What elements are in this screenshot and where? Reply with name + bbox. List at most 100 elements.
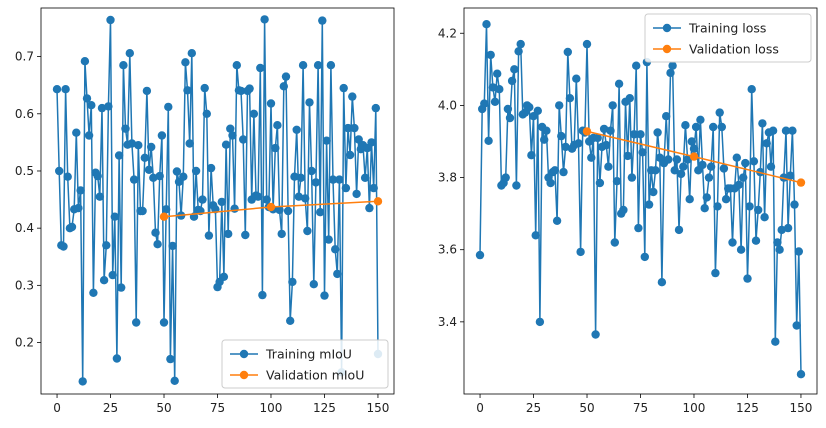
- training-miou-point: [108, 270, 117, 280]
- training-miou-point: [288, 277, 297, 287]
- training-loss-point: [768, 126, 778, 135]
- training-miou-point: [266, 99, 276, 108]
- y-tick-label: 3.6: [438, 243, 457, 257]
- training-miou-point: [102, 241, 111, 250]
- training-miou-point: [239, 135, 248, 144]
- training-loss-point: [593, 133, 602, 143]
- training-miou-point: [52, 85, 62, 94]
- training-loss-point: [627, 173, 637, 182]
- training-miou-point: [283, 206, 293, 216]
- data-marks: [52, 15, 383, 386]
- y-tick-label: 0.6: [15, 107, 34, 121]
- training-miou-point: [74, 203, 83, 213]
- training-miou-point: [106, 15, 115, 25]
- training-miou-point: [226, 124, 235, 133]
- training-miou-point: [80, 57, 90, 66]
- y-tick-label: 0.3: [15, 278, 34, 292]
- y-tick-label: 4.0: [438, 98, 457, 112]
- training-miou-point: [273, 121, 282, 130]
- y-tick-label: 0.4: [15, 221, 34, 235]
- training-loss-point: [527, 151, 536, 160]
- training-loss-point: [788, 126, 797, 135]
- training-loss-point: [486, 50, 495, 60]
- x-tick-label: 25: [103, 401, 118, 415]
- training-miou-point: [206, 163, 216, 173]
- training-loss-point: [552, 216, 562, 225]
- validation-miou-legend-label: Validation mIoU: [266, 368, 364, 383]
- training-miou-point: [153, 240, 162, 249]
- training-miou-point: [185, 139, 194, 148]
- training-miou-point: [191, 166, 201, 176]
- training-miou-point: [271, 143, 280, 153]
- training-loss-point: [587, 153, 596, 162]
- training-loss-point: [664, 155, 673, 164]
- training-miou-point: [170, 376, 179, 385]
- training-miou-point: [333, 269, 342, 279]
- training-loss-point: [689, 144, 699, 153]
- training-miou-point: [61, 85, 70, 94]
- legend-box: [221, 339, 389, 389]
- training-miou-point: [166, 354, 175, 364]
- training-loss-point: [525, 103, 534, 112]
- training-loss-point: [576, 247, 585, 257]
- training-miou-point: [183, 86, 192, 95]
- training-loss-point: [634, 223, 643, 233]
- training-miou-point: [253, 192, 263, 201]
- training-loss-point: [751, 236, 761, 245]
- training-loss-point: [754, 205, 763, 215]
- training-loss-point: [668, 61, 677, 70]
- training-miou-point: [245, 84, 254, 93]
- training-miou-point: [204, 231, 214, 240]
- training-loss-point: [792, 321, 801, 330]
- training-loss-point: [704, 173, 714, 182]
- training-miou-point: [290, 172, 299, 181]
- training-miou-point: [318, 16, 327, 25]
- x-axis-ticks: 0 25 50 75 100 125 150: [53, 394, 389, 415]
- y-tick-label: 0.5: [15, 164, 34, 178]
- training-miou-point: [147, 142, 156, 152]
- training-loss-point: [503, 104, 513, 114]
- training-miou-point: [365, 203, 374, 213]
- training-miou-point: [72, 128, 81, 137]
- training-loss-point: [512, 181, 521, 190]
- training-loss-point: [563, 47, 572, 57]
- training-miou-point: [286, 316, 295, 325]
- training-miou-point: [262, 195, 271, 204]
- training-miou-point: [198, 195, 207, 204]
- training-miou-point: [249, 109, 259, 119]
- x-axis-ticks: 0 25 50 75 100 125 150: [476, 394, 812, 415]
- training-loss-point: [794, 247, 803, 256]
- training-loss-point: [743, 274, 752, 283]
- training-loss-point: [687, 137, 696, 146]
- x-tick-label: 0: [53, 401, 61, 415]
- x-tick-label: 150: [367, 401, 390, 415]
- training-miou-point: [87, 101, 96, 110]
- training-loss-point: [783, 223, 793, 233]
- x-tick-label: 75: [633, 401, 648, 415]
- training-miou-point: [241, 230, 250, 240]
- training-loss-point: [762, 139, 771, 148]
- training-loss-point: [599, 124, 609, 134]
- training-miou-point: [348, 92, 357, 101]
- training-loss-point: [644, 200, 654, 209]
- training-loss-point: [582, 39, 592, 49]
- training-loss-point: [484, 136, 493, 145]
- training-loss-point: [781, 126, 791, 135]
- training-loss-point: [657, 278, 667, 287]
- training-loss-point: [773, 238, 782, 247]
- training-miou-point: [125, 49, 134, 58]
- training-loss-point: [493, 69, 502, 78]
- training-loss-point: [739, 173, 748, 182]
- x-tick-label: 25: [526, 401, 541, 415]
- training-miou-point: [59, 242, 68, 251]
- training-loss-point: [728, 238, 737, 247]
- training-miou-point: [134, 141, 143, 150]
- legend-box: [644, 13, 812, 63]
- training-loss-point: [741, 158, 750, 168]
- training-miou-point: [335, 175, 344, 184]
- training-loss-point: [619, 205, 628, 215]
- training-miou-point: [151, 228, 160, 237]
- training-loss-point: [604, 162, 613, 171]
- x-tick-label: 0: [476, 401, 484, 415]
- x-tick-label: 50: [579, 401, 594, 415]
